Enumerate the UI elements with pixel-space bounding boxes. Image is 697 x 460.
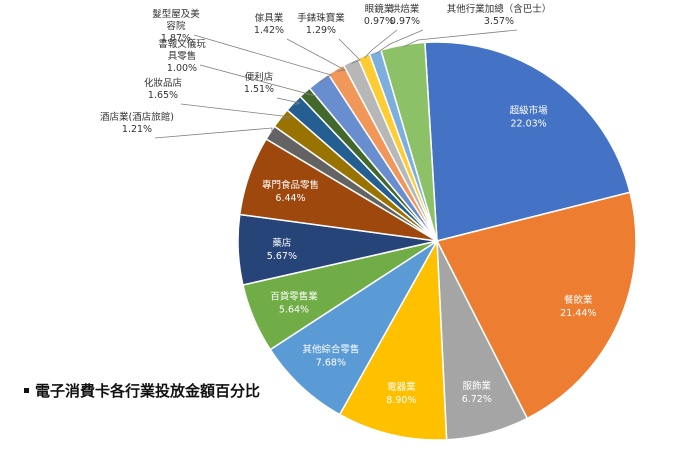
slice-label: 超級市場 22.03% — [510, 105, 549, 130]
leader-lines — [154, 29, 518, 139]
slice-label: 其他行業加總（含巴士） 3.57% — [447, 3, 552, 27]
pie-slices — [237, 41, 637, 441]
slice-label: 百貨零售業 5.64% — [270, 290, 318, 315]
leader-line — [286, 38, 347, 72]
slice-label: 髮型屋及美容院 1.87% — [152, 8, 200, 44]
pie-slice — [338, 238, 448, 441]
slice-label: 便利店 1.51% — [244, 71, 274, 95]
slice-label: 服飾業 6.72% — [462, 380, 492, 405]
slice-label: 專門食品零售 6.44% — [262, 179, 319, 204]
leader-line — [154, 127, 273, 139]
slice-label: 電器業 8.90% — [386, 381, 416, 406]
slice-label: 眼鏡業 0.97% — [364, 3, 394, 27]
leader-line — [364, 29, 398, 59]
leader-line — [180, 103, 292, 120]
slice-label: 烘焙業 0.97% — [390, 3, 420, 27]
chart-caption-text: 電子消費卡各行業投放金額百分比 — [35, 382, 261, 400]
leader-line — [338, 38, 361, 64]
leader-line — [193, 34, 332, 83]
bullet-icon — [24, 388, 29, 393]
slice-label: 傢具業 1.42% — [254, 12, 284, 36]
leader-line — [402, 29, 518, 48]
slice-label: 化妝品店 1.65% — [144, 77, 182, 101]
slice-labels: 超級市場 22.03% 餐飲業 21.44% 服飾業 6.72% 電器業 8.90% 其他綜合零… — [100, 3, 596, 406]
slice-label: 藥店 5.67% — [267, 237, 297, 262]
slice-label: 手錶珠寶業 1.29% — [297, 12, 345, 36]
chart-caption: 電子消費卡各行業投放金額百分比 — [24, 380, 260, 401]
leader-line — [276, 97, 301, 105]
pie-slice — [269, 240, 438, 416]
slice-label: 書報文儀玩具零售 1.00% — [158, 38, 206, 74]
pie-slice — [424, 41, 631, 242]
pie-slice — [435, 191, 637, 420]
leader-line — [375, 29, 424, 55]
slice-label: 酒店業(酒店旅館) 1.21% — [100, 111, 174, 135]
leader-line — [199, 64, 317, 97]
slice-label: 其他綜合零售 7.68% — [302, 343, 359, 368]
slice-label: 餐飲業 21.44% — [560, 294, 596, 319]
